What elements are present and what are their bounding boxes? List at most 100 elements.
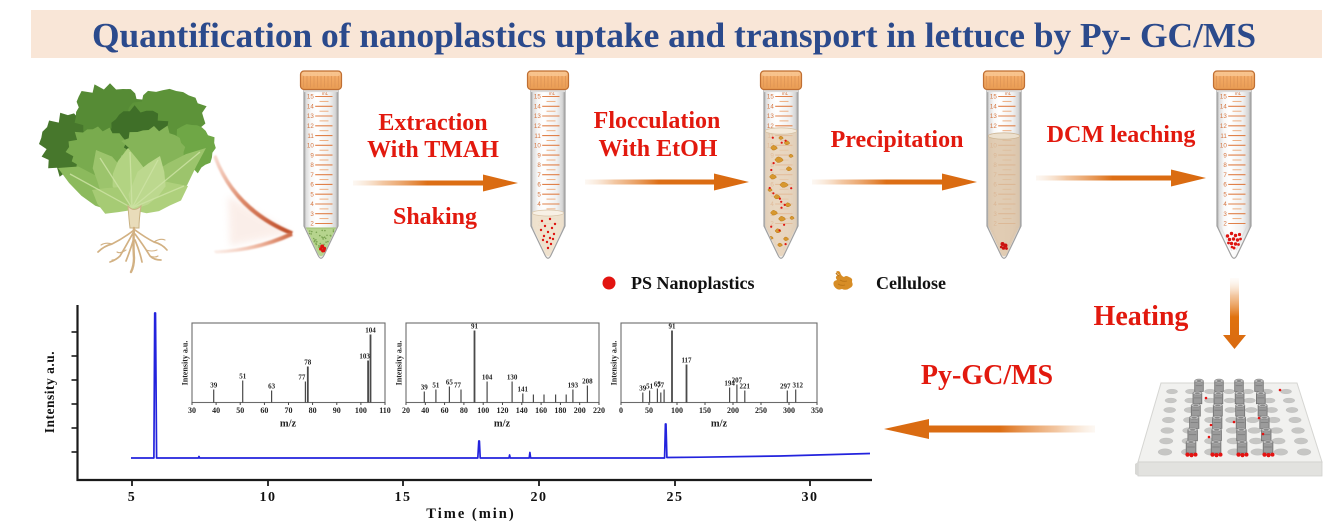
svg-text:Flocculation: Flocculation: [594, 108, 721, 134]
svg-text:Time (min): Time (min): [426, 506, 515, 522]
svg-text:5: 5: [310, 191, 314, 198]
svg-text:221: 221: [740, 383, 751, 391]
svg-text:30: 30: [802, 490, 819, 505]
svg-text:100: 100: [477, 406, 489, 415]
svg-text:40: 40: [212, 406, 220, 415]
svg-text:mL: mL: [1005, 91, 1012, 96]
svg-text:mL: mL: [322, 91, 329, 96]
svg-text:4: 4: [1223, 201, 1227, 208]
svg-text:m/z: m/z: [494, 419, 511, 430]
svg-text:m/z: m/z: [280, 419, 297, 430]
svg-text:300: 300: [783, 406, 795, 415]
svg-text:104: 104: [482, 374, 493, 382]
svg-text:77: 77: [298, 374, 306, 382]
svg-text:14: 14: [990, 104, 997, 111]
svg-text:PS Nanoplastics: PS Nanoplastics: [631, 273, 755, 293]
svg-text:6: 6: [1223, 182, 1227, 189]
svg-text:13: 13: [767, 113, 774, 120]
svg-text:39: 39: [421, 384, 429, 392]
svg-text:Intensity a.u.: Intensity a.u.: [610, 341, 619, 386]
svg-text:51: 51: [432, 382, 440, 390]
svg-text:77: 77: [657, 382, 665, 390]
svg-text:12: 12: [1220, 123, 1227, 130]
svg-text:Intensity a.u.: Intensity a.u.: [42, 351, 57, 433]
svg-text:Py-GC/MS: Py-GC/MS: [921, 360, 1053, 391]
svg-text:14: 14: [1220, 104, 1227, 111]
svg-text:4: 4: [310, 201, 314, 208]
svg-text:8: 8: [310, 162, 314, 169]
svg-text:7: 7: [1223, 172, 1227, 179]
svg-text:200: 200: [574, 406, 586, 415]
svg-text:11: 11: [307, 133, 314, 140]
svg-text:10: 10: [260, 490, 277, 505]
svg-text:10: 10: [534, 143, 541, 150]
svg-text:3: 3: [1223, 211, 1227, 218]
svg-text:Intensity a.u.: Intensity a.u.: [181, 341, 190, 386]
svg-text:104: 104: [365, 327, 376, 335]
svg-text:15: 15: [307, 94, 314, 101]
svg-text:20: 20: [402, 406, 410, 415]
svg-text:12: 12: [534, 123, 541, 130]
svg-text:90: 90: [333, 406, 341, 415]
svg-text:100: 100: [355, 406, 367, 415]
svg-text:DCM leaching: DCM leaching: [1047, 122, 1196, 148]
svg-text:200: 200: [727, 406, 739, 415]
svg-text:15: 15: [534, 94, 541, 101]
svg-text:141: 141: [518, 386, 529, 394]
svg-text:7: 7: [310, 172, 314, 179]
svg-text:100: 100: [671, 406, 683, 415]
svg-text:60: 60: [441, 406, 449, 415]
svg-text:70: 70: [285, 406, 293, 415]
svg-text:65: 65: [654, 381, 662, 389]
svg-text:117: 117: [681, 357, 692, 365]
svg-text:51: 51: [239, 373, 247, 381]
svg-text:220: 220: [593, 406, 605, 415]
svg-text:mL: mL: [549, 91, 556, 96]
svg-text:91: 91: [669, 323, 677, 331]
svg-text:9: 9: [310, 152, 314, 159]
svg-text:50: 50: [645, 406, 653, 415]
svg-text:110: 110: [379, 406, 391, 415]
svg-text:m/z: m/z: [711, 419, 728, 430]
svg-text:65: 65: [446, 379, 454, 387]
svg-text:312: 312: [792, 382, 803, 390]
svg-text:60: 60: [260, 406, 268, 415]
svg-text:With EtOH: With EtOH: [599, 136, 718, 162]
svg-text:30: 30: [188, 406, 196, 415]
svg-text:25: 25: [667, 490, 684, 505]
svg-text:4: 4: [537, 201, 541, 208]
svg-text:Extraction: Extraction: [378, 110, 487, 136]
svg-text:14: 14: [534, 104, 541, 111]
svg-text:11: 11: [534, 133, 541, 140]
svg-text:13: 13: [990, 113, 997, 120]
svg-text:208: 208: [582, 378, 593, 386]
svg-text:Precipitation: Precipitation: [831, 127, 964, 153]
svg-text:Shaking: Shaking: [393, 204, 477, 230]
svg-text:9: 9: [537, 152, 541, 159]
svg-text:9: 9: [1223, 152, 1227, 159]
svg-text:250: 250: [755, 406, 767, 415]
svg-text:350: 350: [811, 406, 823, 415]
svg-text:80: 80: [309, 406, 317, 415]
svg-text:12: 12: [767, 123, 774, 130]
svg-text:15: 15: [767, 94, 774, 101]
svg-text:91: 91: [471, 323, 479, 331]
svg-text:13: 13: [534, 113, 541, 120]
svg-text:5: 5: [537, 191, 541, 198]
svg-text:80: 80: [460, 406, 468, 415]
svg-text:8: 8: [1223, 162, 1227, 169]
svg-text:15: 15: [395, 490, 412, 505]
svg-text:103: 103: [359, 353, 370, 361]
svg-text:40: 40: [421, 406, 429, 415]
svg-text:mL: mL: [1235, 91, 1242, 96]
svg-text:39: 39: [210, 382, 218, 390]
svg-text:0: 0: [619, 406, 623, 415]
svg-text:7: 7: [537, 172, 541, 179]
svg-text:mL: mL: [782, 91, 789, 96]
svg-text:5: 5: [1223, 191, 1227, 198]
svg-text:15: 15: [990, 94, 997, 101]
svg-text:140: 140: [516, 406, 528, 415]
svg-text:10: 10: [1220, 143, 1227, 150]
svg-text:120: 120: [497, 406, 509, 415]
svg-text:2: 2: [310, 221, 314, 228]
